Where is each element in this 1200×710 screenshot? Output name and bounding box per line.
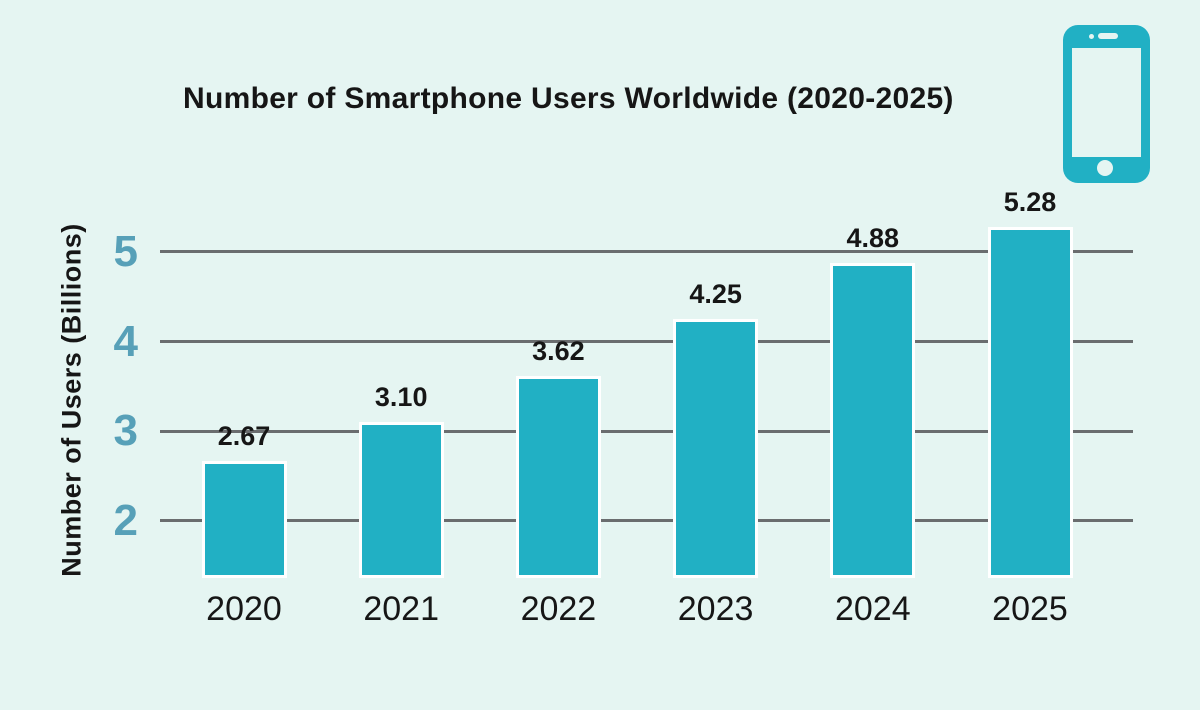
bar-value-label: 4.88 bbox=[846, 222, 900, 253]
y-axis-title: Number of Users (Billions) bbox=[56, 223, 87, 577]
x-tick-label: 2024 bbox=[834, 590, 911, 628]
gridline bbox=[160, 250, 1133, 254]
gridline bbox=[160, 429, 1133, 433]
bar-value-label: 3.62 bbox=[532, 335, 585, 366]
bar-2024 bbox=[830, 262, 916, 578]
chart-title: Number of Smartphone Users Worldwide (20… bbox=[183, 82, 954, 115]
y-tick-label: 4 bbox=[113, 316, 138, 366]
phone-home-button bbox=[1097, 160, 1113, 176]
bar-2023 bbox=[673, 319, 759, 578]
x-tick-label: 2020 bbox=[206, 590, 282, 628]
x-tick-label: 2021 bbox=[363, 590, 440, 628]
smartphone-icon bbox=[1063, 25, 1150, 183]
x-tick-label: 2022 bbox=[520, 590, 597, 628]
phone-camera-dot bbox=[1089, 34, 1094, 39]
x-tick-label: 2023 bbox=[677, 590, 754, 628]
bar-value-label: 4.25 bbox=[689, 279, 742, 310]
bar-value-label: 3.10 bbox=[374, 382, 428, 413]
y-tick-label: 2 bbox=[113, 495, 138, 545]
bar-2022 bbox=[515, 375, 601, 578]
gridline bbox=[160, 340, 1133, 344]
gridline bbox=[160, 519, 1133, 523]
x-tick-label: 2025 bbox=[992, 590, 1068, 628]
y-tick-label: 5 bbox=[113, 226, 138, 276]
phone-screen bbox=[1072, 48, 1141, 157]
bar-2025 bbox=[987, 226, 1073, 578]
y-tick-label: 3 bbox=[113, 406, 138, 456]
bar-value-label: 5.28 bbox=[1003, 186, 1057, 217]
phone-speaker-bar bbox=[1098, 33, 1118, 39]
bar-2021 bbox=[358, 422, 444, 578]
bar-value-label: 2.67 bbox=[217, 420, 271, 451]
bar-2020 bbox=[201, 460, 287, 578]
plot-area: 5 4 3 2 2.67 2020 3.10 2021 3.62 2022 4.25 2023 4.88… bbox=[114, 187, 1133, 628]
